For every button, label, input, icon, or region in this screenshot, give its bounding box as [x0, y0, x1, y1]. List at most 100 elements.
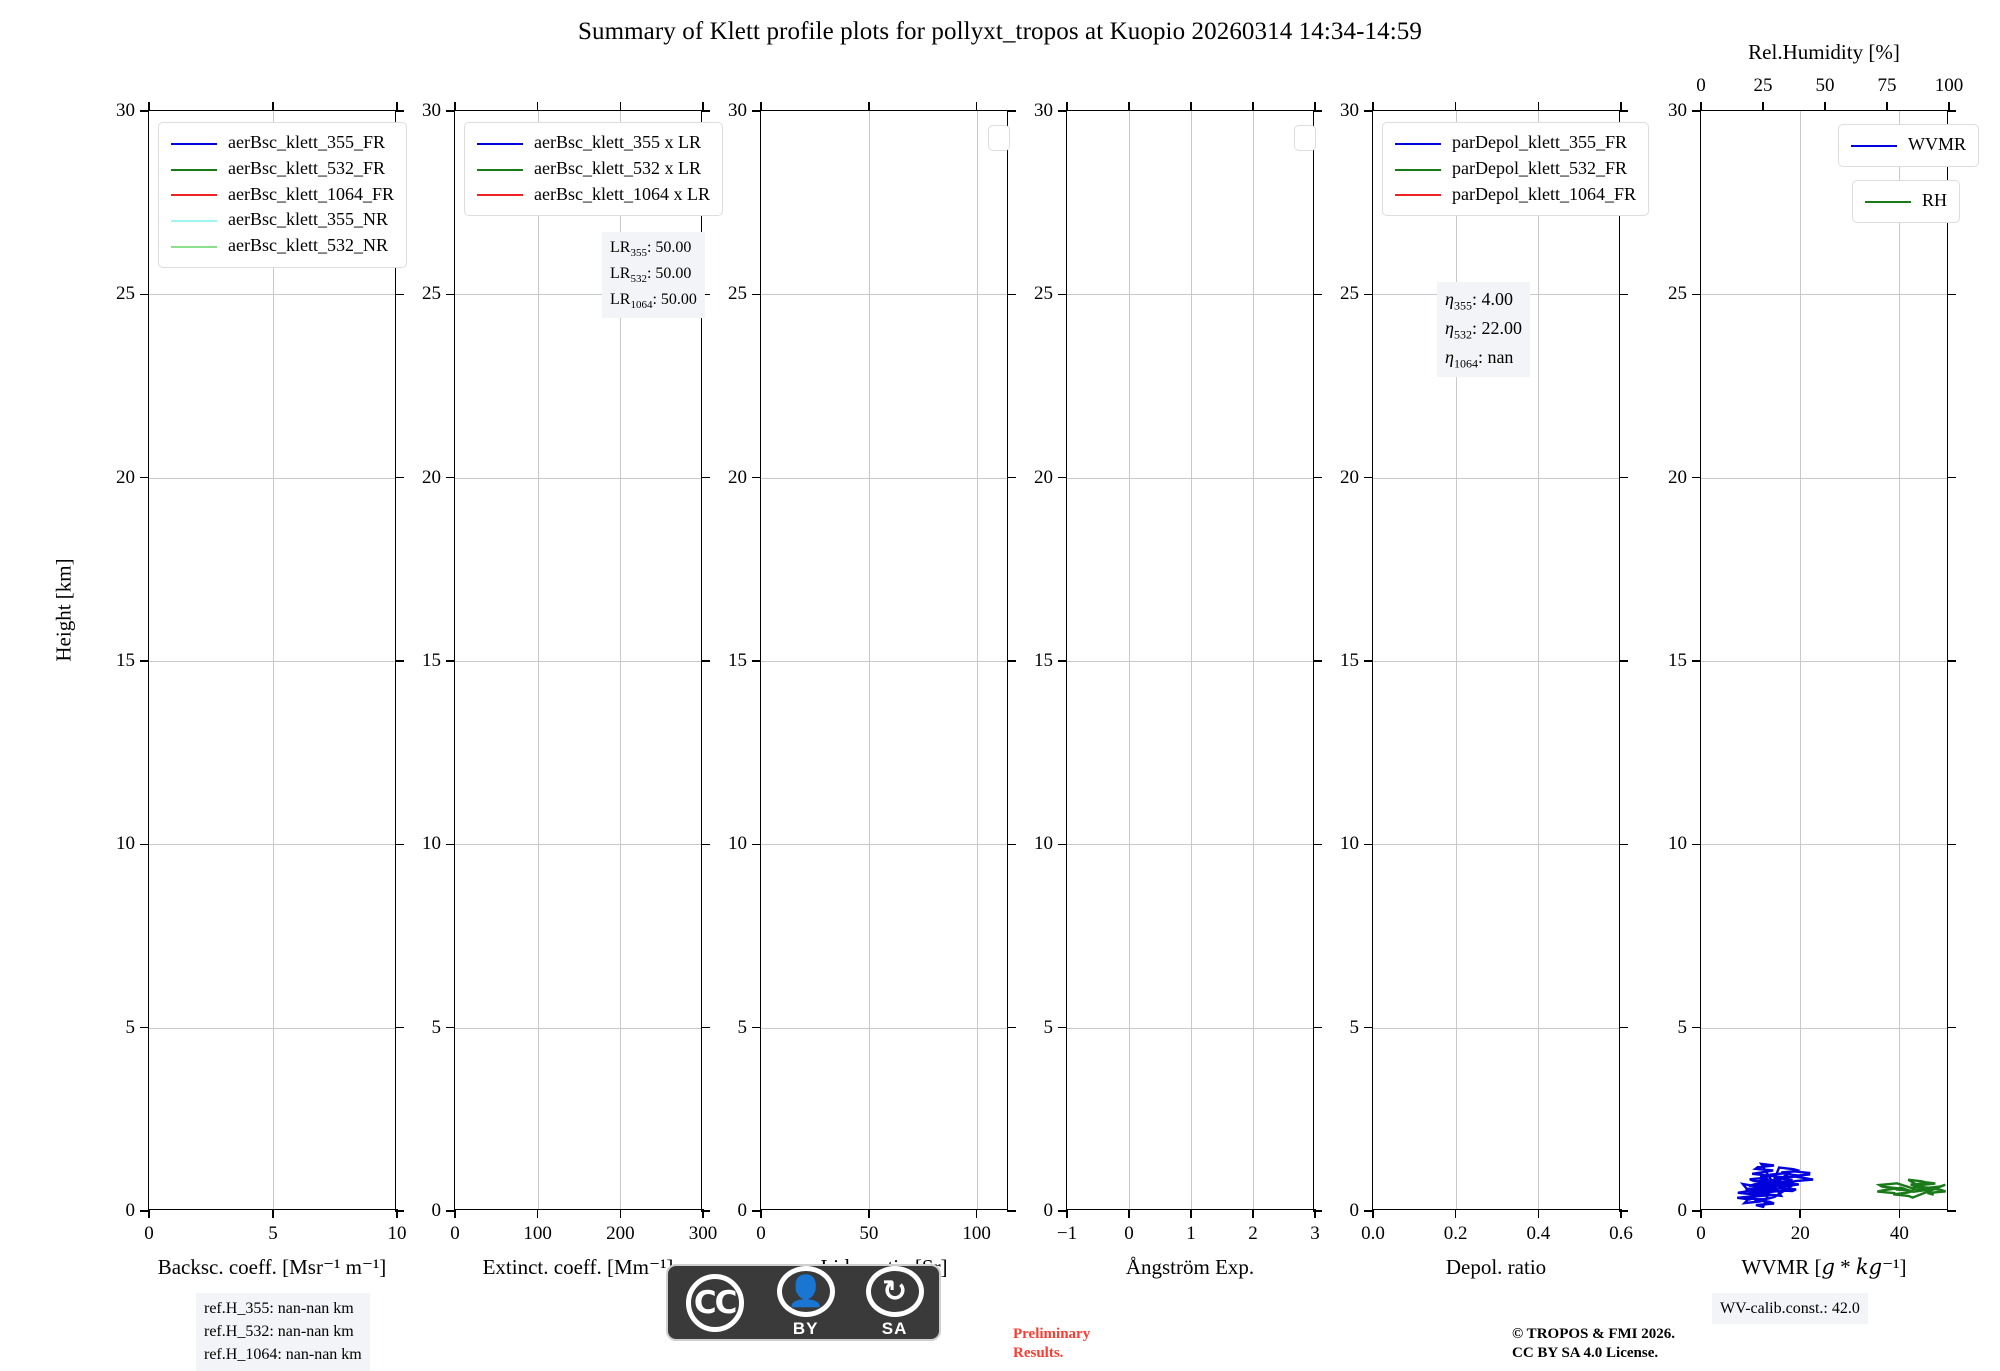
cc-by-cell: 👤 BY: [761, 1266, 851, 1339]
y-tick: [1058, 1026, 1067, 1029]
legend-entry[interactable]: aerBsc_klett_1064_FR: [171, 182, 394, 208]
x-tick-label: 0: [756, 1223, 766, 1244]
panel-backscatter: Backsc. coeff. [Msr⁻¹ m⁻¹] 0 5 10 15 20 25 30 0…: [116, 100, 407, 1279]
legend-angstroem-empty[interactable]: [1294, 125, 1316, 151]
person-icon: 👤: [776, 1266, 835, 1317]
legend-swatch: [171, 233, 228, 259]
legend-backscatter[interactable]: aerBsc_klett_355_FR aerBsc_klett_532_FR ae…: [158, 122, 407, 268]
legend-entry[interactable]: aerBsc_klett_355_NR: [171, 207, 394, 233]
panel-depolarisation: Depol. ratio 0 5 10 15 20 25 30 0.0 0.2 0.4 0.6: [1340, 100, 1633, 1279]
person-glyph: 👤: [787, 1273, 825, 1309]
gridline-vertical: [273, 111, 274, 1209]
y-tick-label: 20: [1034, 466, 1053, 488]
panel-extinction-x-title: Extinct. coeff. [Mm⁻¹]: [482, 1255, 674, 1279]
gridline-horizontal: [455, 661, 701, 662]
legend-entry[interactable]: aerBsc_klett_532_FR: [171, 156, 394, 182]
legend-lidar-ratio-empty[interactable]: [988, 125, 1010, 151]
x-tick-label: 20: [1790, 1223, 1810, 1244]
y-tick-label: 25: [1034, 283, 1053, 305]
legend-wvmr[interactable]: WVMR: [1838, 124, 1979, 167]
x-tick-top: [454, 102, 456, 111]
x-tick-top: [1537, 102, 1540, 111]
x-tick-label: 0: [450, 1223, 460, 1244]
y-tick-right: [395, 843, 404, 846]
x-tick: [1454, 1209, 1457, 1218]
y-tick-label: 20: [422, 466, 441, 488]
x-tick-top: [1700, 102, 1702, 111]
preliminary-line: Preliminary: [1013, 1326, 1091, 1342]
share-alike-icon: ↻: [865, 1266, 924, 1317]
y-tick: [752, 1026, 761, 1029]
y-tick-right: [1007, 660, 1016, 662]
x-tick-top: [396, 102, 398, 111]
y-tick: [446, 660, 455, 662]
y-tick-label: 0: [125, 1200, 136, 1221]
x-tick-label: 0: [1696, 1223, 1706, 1244]
panel-wvmr-x-title: WVMR [𝑔 * 𝑘𝑔⁻¹]: [1741, 1255, 1907, 1279]
y-tick: [752, 110, 761, 112]
creative-commons-badge: CC 👤 BY ↻ SA: [666, 1264, 941, 1341]
gridline-vertical: [1455, 111, 1457, 1209]
y-tick-label: 5: [1043, 1016, 1054, 1038]
gridline-horizontal: [455, 294, 701, 296]
legend-entry[interactable]: aerBsc_klett_532 x LR: [477, 156, 710, 182]
y-tick: [752, 660, 761, 662]
y-tick-label: 30: [1668, 100, 1687, 121]
x-tick: [1700, 1209, 1702, 1218]
y-tick-right: [1313, 476, 1322, 479]
figure-title: Summary of Klett profile plots for polly…: [577, 18, 1423, 45]
y-tick-right: [395, 1210, 404, 1212]
y-tick-right: [1313, 1210, 1322, 1212]
x-tick-label: −1: [1056, 1223, 1078, 1244]
x-tick: [1537, 1209, 1540, 1218]
legend-rh[interactable]: RH: [1852, 180, 1961, 223]
legend-entry[interactable]: aerBsc_klett_1064 x LR: [477, 182, 710, 208]
legend-entry[interactable]: parDepol_klett_1064_FR: [1395, 182, 1636, 208]
gridline-horizontal: [1067, 844, 1313, 846]
legend-entry[interactable]: parDepol_klett_532_FR: [1395, 156, 1636, 182]
y-tick-label: 25: [422, 283, 441, 305]
ref-height-line: ref.H_1064: nan-nan km: [204, 1346, 362, 1364]
x-tick: [975, 1209, 978, 1218]
y-tick-right: [395, 110, 404, 112]
gridline-horizontal: [761, 1027, 1007, 1029]
y-tick-label: 5: [1349, 1016, 1360, 1038]
legend-entry[interactable]: aerBsc_klett_532_NR: [171, 233, 394, 259]
y-tick-label: 25: [1668, 283, 1687, 305]
x-tick-label: 5: [268, 1223, 278, 1244]
y-tick-label: 20: [116, 466, 135, 488]
x-tick-top: [1886, 102, 1888, 111]
y-tick-right: [1947, 1026, 1956, 1029]
legend-entry[interactable]: aerBsc_klett_355 x LR: [477, 130, 710, 156]
y-tick-label: 15: [1668, 650, 1687, 671]
y-tick-right: [1007, 1026, 1016, 1029]
y-tick-right: [1313, 843, 1322, 846]
y-tick-label: 0: [737, 1200, 748, 1221]
cc-sa-cell: ↻ SA: [850, 1266, 939, 1339]
annotation-line: η1064: nan: [1445, 346, 1514, 371]
x-tick-label: 100: [523, 1223, 552, 1244]
gridline-horizontal: [149, 661, 395, 662]
legend-depolarisation[interactable]: parDepol_klett_355_FR parDepol_klett_532_…: [1382, 122, 1649, 217]
x-tick-top: [619, 102, 622, 111]
y-tick-label: 0: [1043, 1200, 1054, 1221]
x-tick-label: 3: [1310, 1223, 1320, 1244]
legend-extinction[interactable]: aerBsc_klett_355 x LR aerBsc_klett_532 x …: [464, 122, 723, 217]
legend-entry[interactable]: RH: [1865, 188, 1947, 214]
x-tick-top: [1252, 102, 1254, 111]
y-tick: [1692, 1026, 1701, 1029]
y-tick: [752, 843, 761, 846]
x-tick: [148, 1209, 150, 1218]
legend-swatch: [1395, 182, 1452, 208]
y-tick-right: [1947, 110, 1956, 112]
legend-entry[interactable]: aerBsc_klett_355_FR: [171, 130, 394, 156]
y-tick-label: 25: [1340, 283, 1359, 305]
y-tick: [752, 476, 761, 479]
y-tick: [1364, 110, 1373, 112]
legend-entry[interactable]: WVMR: [1851, 132, 1966, 158]
legend-entry[interactable]: parDepol_klett_355_FR: [1395, 130, 1636, 156]
legend-label: aerBsc_klett_532_NR: [228, 235, 388, 255]
legend-label: aerBsc_klett_355_NR: [228, 209, 388, 230]
gridline-vertical: [1800, 111, 1802, 1209]
